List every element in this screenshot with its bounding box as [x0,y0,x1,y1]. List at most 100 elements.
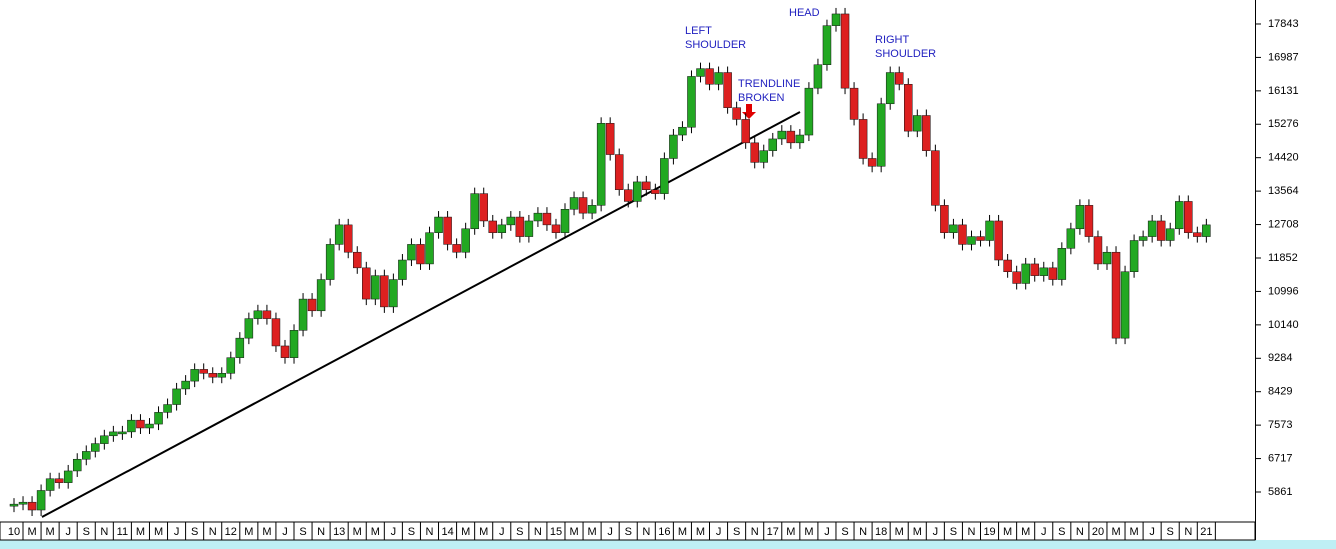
candle [976,236,985,241]
candle [479,193,488,222]
candle [714,72,723,85]
y-tick-label: 8429 [1268,386,1292,398]
candle [497,224,507,233]
x-tick-label: M [27,526,36,538]
candle [109,431,118,437]
candle [524,220,534,237]
trendline [41,111,801,518]
candle [741,119,750,144]
x-tick-label: 18 [875,526,887,538]
candle [172,388,181,405]
candle [949,224,958,233]
x-tick-label: N [100,526,108,538]
candle [208,373,217,378]
x-tick-label: M [154,526,163,538]
x-tick-label: M [1130,526,1139,538]
x-tick-label: M [696,526,705,538]
candle [9,503,19,507]
candle [244,318,254,339]
candle [325,244,335,280]
candle [343,224,353,253]
candle [542,212,552,226]
x-tick-label: N [1076,526,1084,538]
candle [1093,236,1103,265]
x-tick-label: M [46,526,55,538]
candle [813,64,823,89]
candle [289,330,299,358]
x-tick-label: M [913,526,922,538]
candle [434,216,443,233]
x-tick-label: J [933,526,939,538]
candle [226,357,236,374]
y-tick-label: 17843 [1268,18,1299,30]
y-tick-label: 10140 [1268,319,1299,331]
candle [732,107,741,120]
x-tick-label: 16 [658,526,670,538]
candle [1003,259,1012,272]
x-tick-label: 11 [117,526,128,538]
candle [642,181,651,190]
x-tick-label: 15 [550,526,562,538]
candle [633,181,642,202]
x-tick-label: 21 [1200,526,1212,538]
candle [407,244,416,261]
x-tick-label: M [1111,526,1120,538]
candle [858,119,868,159]
candle [1165,228,1175,241]
candle [623,189,633,202]
x-tick-label: S [950,526,957,538]
candle [416,244,425,265]
candle [334,224,344,245]
candle [515,216,525,237]
candle [985,220,994,241]
x-tick-label: S [83,526,90,538]
x-tick-label: M [461,526,470,538]
annotation: RIGHT [875,34,910,46]
candle [1084,205,1094,237]
y-tick-label: 16987 [1268,51,1299,63]
x-tick-label: M [136,526,145,538]
candle [154,412,163,425]
candle [560,208,570,233]
candle [1184,201,1193,233]
candle [1012,271,1021,284]
candle [876,103,886,167]
candle [669,134,678,159]
candle [362,267,371,300]
candle [1039,267,1049,276]
x-tick-label: M [1021,526,1030,538]
candle [1120,271,1130,339]
x-tick-label: S [516,526,523,538]
candle [145,423,154,429]
x-tick-label: J [824,526,830,538]
candle [696,68,705,77]
candle [316,279,326,312]
x-tick-label: J [174,526,180,538]
y-tick-label: 15276 [1268,118,1299,130]
bottom-strip [0,540,1336,549]
x-tick-label: M [895,526,904,538]
candle [1102,251,1112,265]
x-tick-label: 10 [8,526,20,538]
candle [596,123,606,206]
candle [578,197,588,214]
candle [63,470,73,483]
annotation: LEFT [685,25,712,37]
candle [280,345,290,358]
x-tick-label: N [209,526,217,538]
y-tick-label: 16131 [1268,85,1299,97]
candle [1193,232,1202,237]
candle [1021,263,1030,284]
x-tick-label: J [499,526,505,538]
candle [1066,228,1076,249]
x-tick-label: M [678,526,687,538]
candle [506,216,516,226]
candle [904,84,913,132]
annotation: BROKEN [738,92,785,104]
candle [1156,220,1166,241]
candle [651,189,660,194]
x-tick-label: M [353,526,362,538]
x-tick-label: M [786,526,795,538]
x-tick-label: 14 [441,526,453,538]
